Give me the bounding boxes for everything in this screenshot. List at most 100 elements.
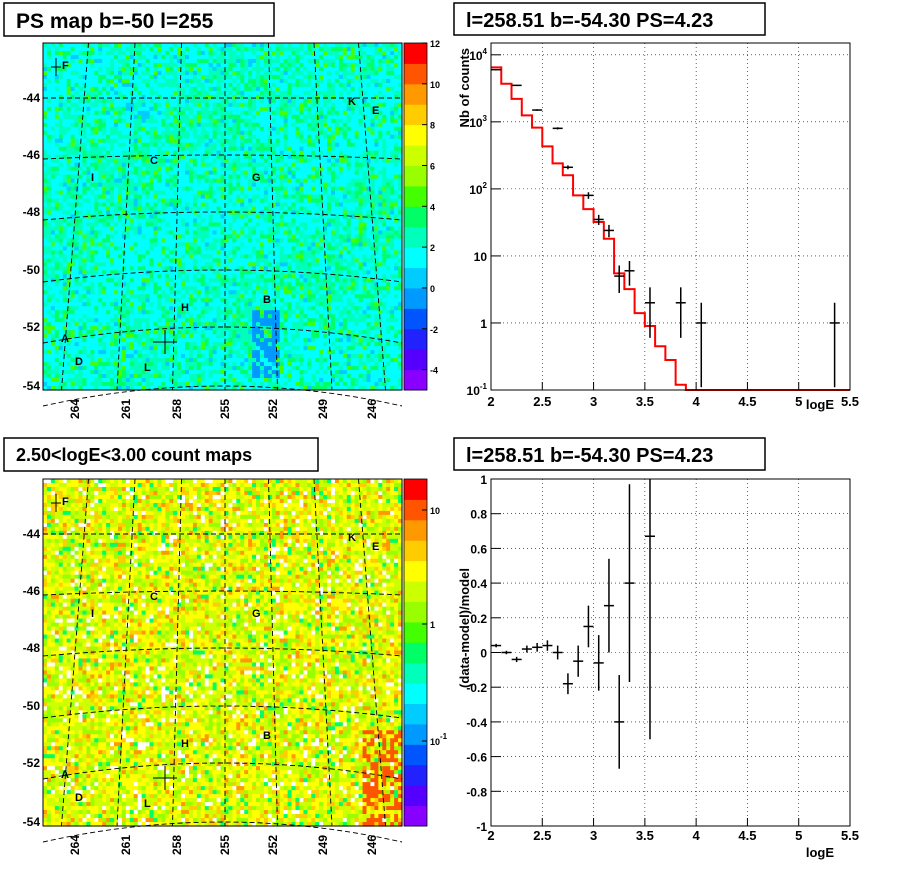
heatmap-cell	[330, 190, 336, 196]
heatmap-cell	[188, 194, 194, 200]
heatmap-cell	[358, 194, 364, 200]
heatmap-cell	[374, 78, 379, 84]
heatmap-cell	[311, 70, 316, 76]
heatmap-cell	[263, 74, 269, 80]
heatmap-cell	[173, 86, 178, 92]
heatmap-cell	[70, 122, 76, 128]
heatmap-cell	[66, 214, 72, 220]
heatmap-cell	[86, 178, 91, 184]
heatmap-cell	[86, 158, 91, 164]
heatmap-cell	[398, 246, 403, 251]
heatmap-cell	[94, 234, 99, 240]
heatmap-cell	[212, 206, 218, 212]
heatmap-cell	[129, 86, 135, 92]
heatmap-cell	[204, 66, 210, 72]
heatmap-cell	[342, 50, 348, 56]
heatmap-cell	[58, 186, 64, 192]
heatmap-cell	[110, 114, 115, 120]
heatmap-cell	[358, 146, 364, 152]
heatmap-cell	[378, 150, 383, 156]
heatmap-cell	[192, 126, 198, 132]
heatmap-cell	[390, 178, 395, 184]
heatmap-cell	[240, 238, 245, 244]
heatmap-cell	[185, 82, 190, 88]
heatmap-cell	[378, 254, 383, 259]
heatmap-cell	[70, 50, 76, 56]
heatmap-cell	[145, 226, 151, 232]
heatmap-cell	[114, 58, 119, 64]
heatmap-cell	[275, 50, 281, 56]
heatmap-cell	[204, 50, 210, 56]
heatmap-cell	[259, 126, 265, 132]
heatmap-cell	[354, 62, 360, 68]
heatmap-cell	[240, 258, 245, 263]
heatmap-cell	[188, 46, 194, 52]
heatmap-cell	[342, 186, 348, 192]
heatmap-cell	[256, 50, 261, 56]
heatmap-cell	[327, 246, 332, 251]
heatmap-cell	[200, 82, 206, 88]
heatmap-cell	[295, 210, 301, 216]
heatmap-cell	[366, 234, 372, 240]
heatmap-cell	[82, 110, 87, 116]
heatmap-cell	[82, 222, 87, 228]
heatmap-cell	[106, 210, 111, 216]
heatmap-cell	[267, 166, 273, 172]
heatmap-cell	[106, 174, 111, 180]
heatmap-cell	[145, 102, 151, 108]
heatmap-cell	[248, 78, 253, 84]
heatmap-cell	[342, 58, 348, 64]
heatmap-cell	[236, 230, 241, 236]
heatmap-cell	[149, 90, 155, 96]
heatmap-cell	[390, 114, 395, 120]
heatmap-cell	[374, 162, 379, 168]
heatmap-cell	[374, 226, 379, 232]
heatmap-cell	[398, 146, 403, 152]
heatmap-cell	[271, 162, 277, 168]
heatmap-cell	[342, 230, 348, 236]
heatmap-cell	[256, 174, 261, 180]
heatmap-cell	[165, 43, 170, 48]
heatmap-cell	[315, 154, 320, 160]
heatmap-cell	[398, 198, 403, 204]
heatmap-cell	[192, 202, 198, 208]
heatmap-cell	[283, 222, 289, 228]
heatmap-cell	[287, 43, 293, 48]
heatmap-cell	[319, 190, 324, 196]
heatmap-cell	[125, 182, 131, 188]
heatmap-cell	[236, 66, 241, 72]
heatmap-cell	[200, 78, 206, 84]
heatmap-cell	[259, 94, 265, 100]
heatmap-cell	[121, 54, 127, 60]
heatmap-cell	[74, 210, 80, 216]
heatmap-cell	[303, 254, 308, 259]
heatmap-cell	[240, 230, 245, 236]
heatmap-cell	[133, 242, 139, 248]
heatmap-cell	[50, 118, 56, 124]
heatmap-cell	[220, 250, 226, 255]
heatmap-cell	[181, 122, 186, 128]
heatmap-cell	[366, 146, 372, 152]
heatmap-cell	[240, 226, 245, 232]
heatmap-cell	[43, 202, 48, 208]
heatmap-cell	[106, 198, 111, 204]
heatmap-cell	[291, 146, 297, 152]
heatmap-cell	[62, 66, 68, 72]
heatmap-cell	[315, 58, 320, 64]
heatmap-cell	[129, 246, 135, 251]
heatmap-cell	[398, 134, 403, 140]
heatmap-cell	[248, 130, 253, 136]
heatmap-cell	[216, 246, 222, 251]
heatmap-cell	[370, 158, 375, 164]
heatmap-cell	[362, 242, 368, 248]
heatmap-cell	[319, 130, 324, 136]
heatmap-cell	[66, 202, 72, 208]
heatmap-cell	[208, 62, 214, 68]
heatmap-cell	[299, 230, 304, 236]
heatmap-cell	[58, 134, 64, 140]
heatmap-cell	[259, 114, 265, 120]
heatmap-cell	[319, 242, 324, 248]
heatmap-cell	[208, 43, 214, 48]
heatmap-cell	[256, 58, 261, 64]
heatmap-cell	[196, 98, 202, 104]
